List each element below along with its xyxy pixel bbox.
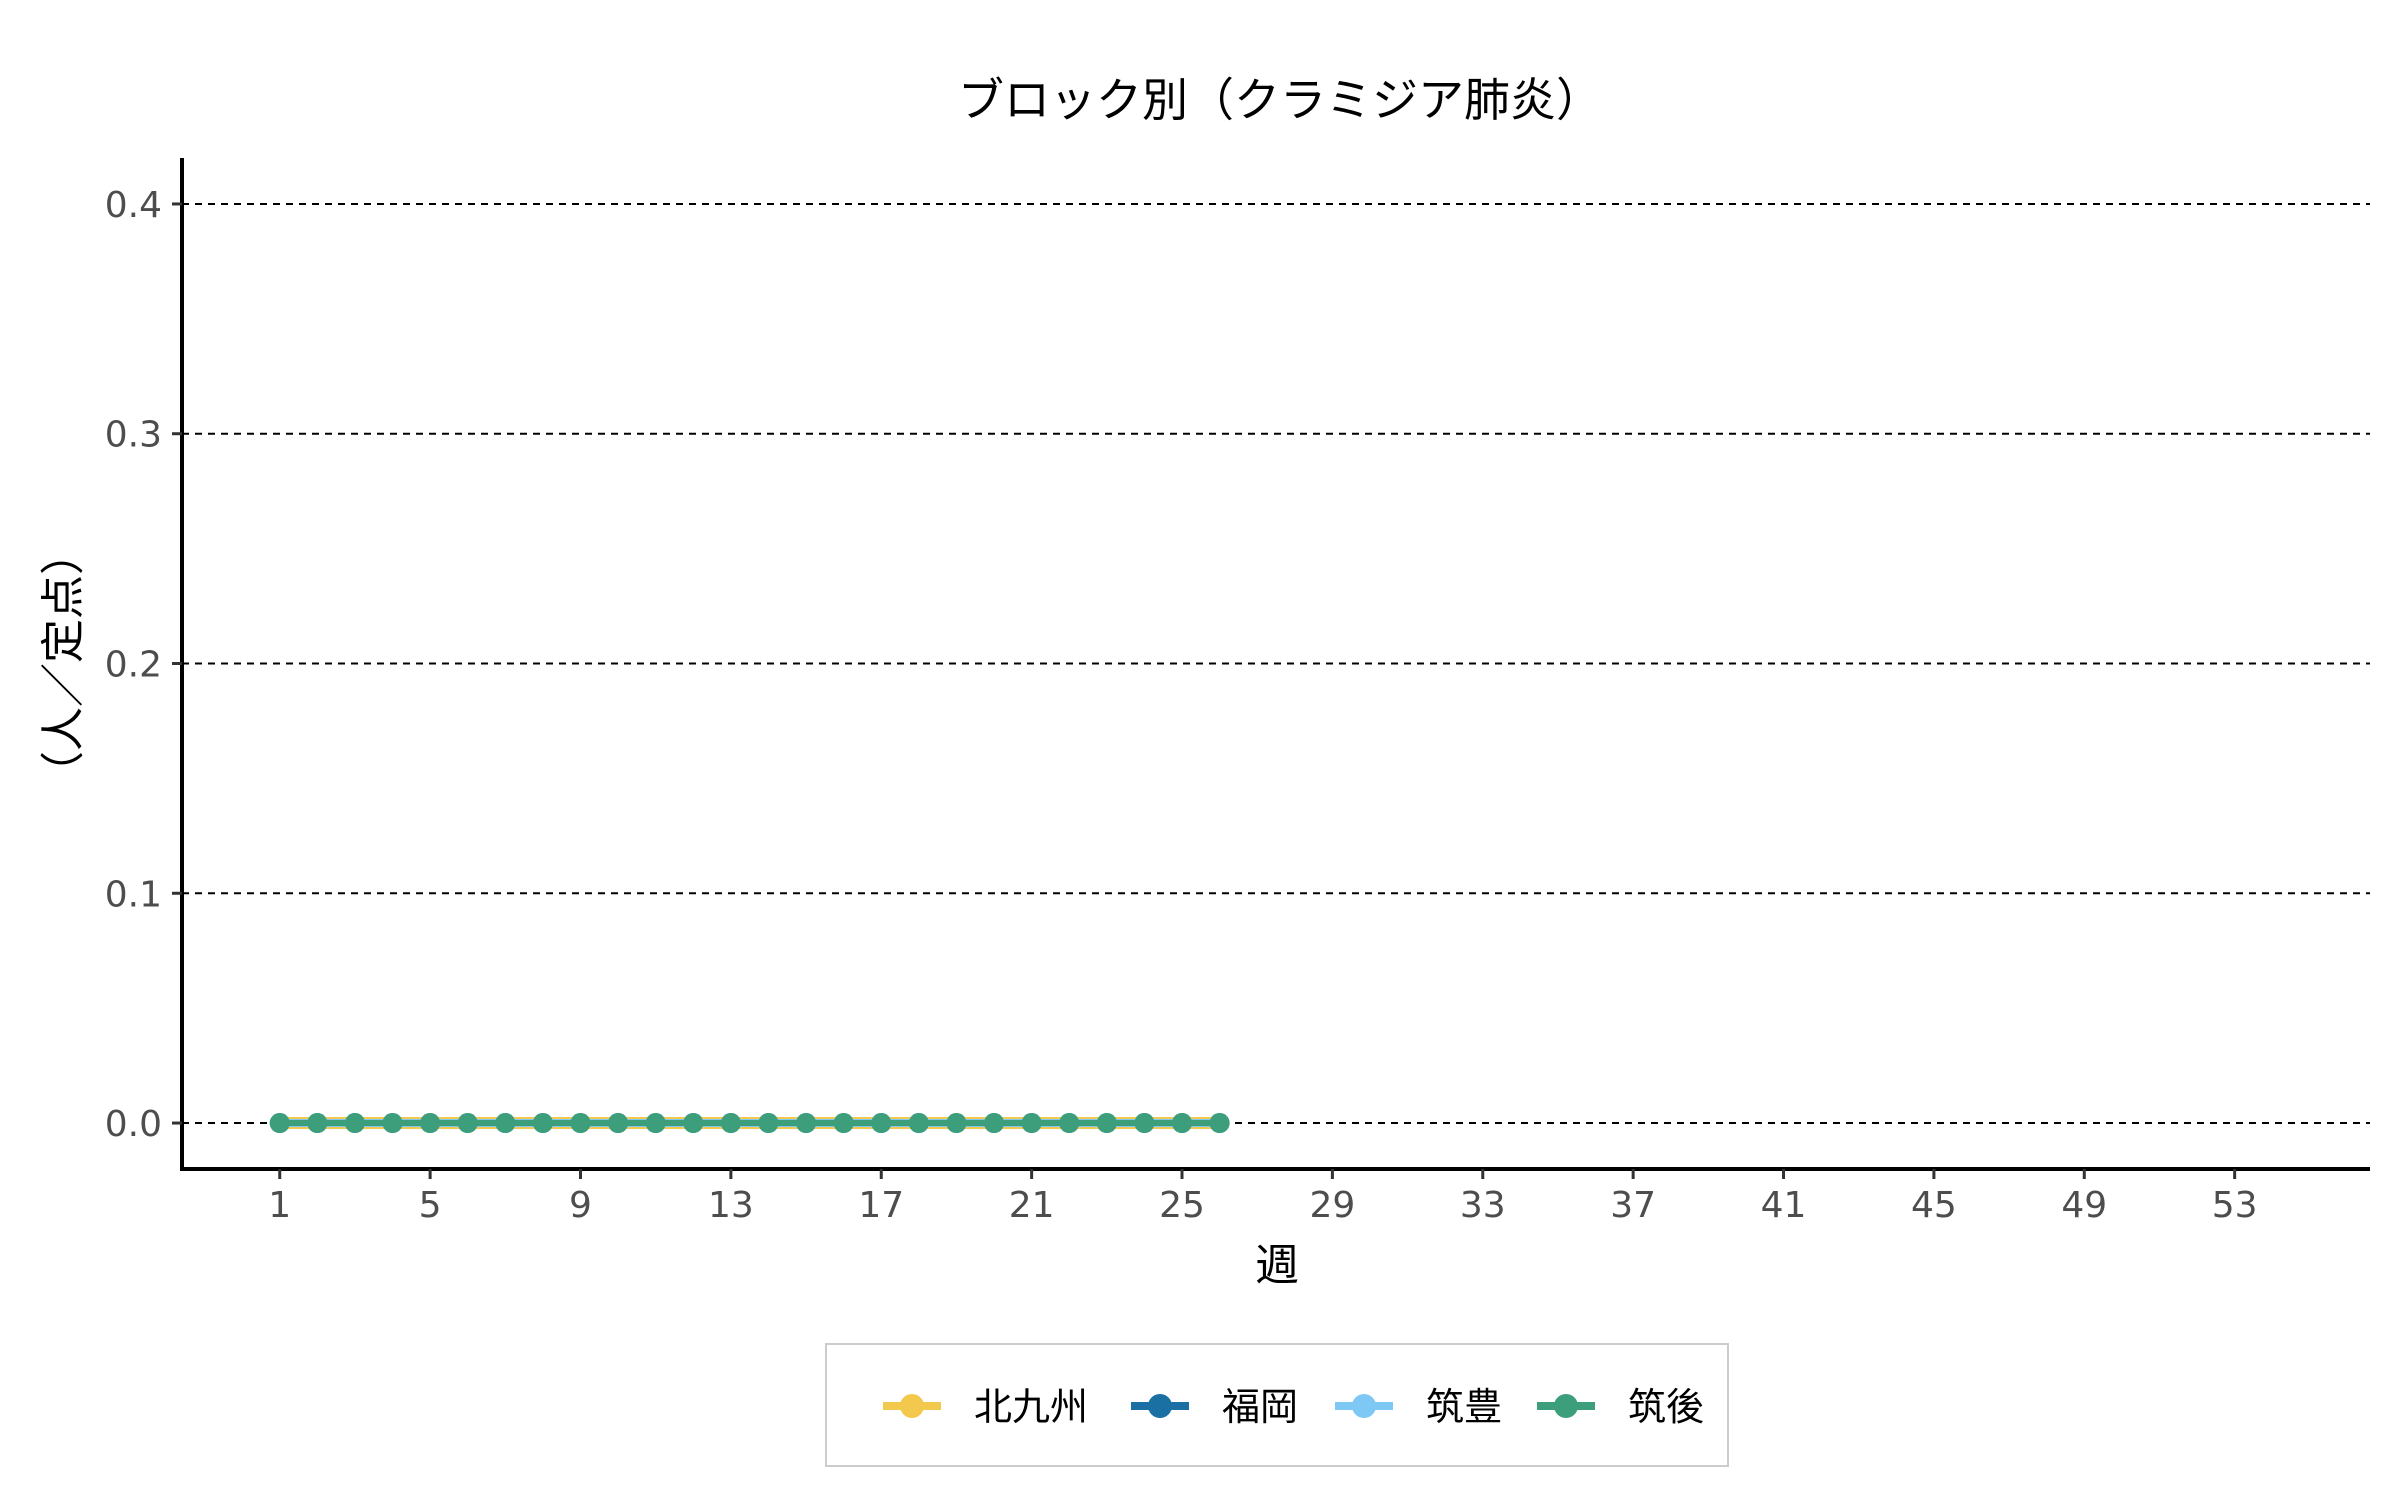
data-point — [570, 1113, 591, 1134]
x-tick-label: 9 — [569, 1185, 592, 1226]
grid-lines — [182, 202, 2370, 1125]
x-tick-label: 21 — [1009, 1185, 1055, 1226]
legend-swatch-point — [1148, 1394, 1172, 1418]
legend-item: 福岡 — [1131, 1385, 1298, 1429]
legend: 北九州 福岡 筑豊 筑後 — [883, 1385, 1704, 1429]
data-point — [344, 1113, 365, 1134]
legend-swatch-point — [1352, 1394, 1376, 1418]
x-tick-label: 1 — [268, 1185, 291, 1226]
y-tick-label: 0.3 — [105, 415, 162, 456]
legend-label: 筑後 — [1628, 1385, 1704, 1429]
data-point — [683, 1113, 704, 1134]
data-point — [720, 1113, 741, 1134]
data-point — [984, 1113, 1005, 1134]
data-point — [871, 1113, 892, 1134]
x-tick-label: 33 — [1460, 1185, 1506, 1226]
x-tick-label: 25 — [1159, 1185, 1205, 1226]
data-point — [1021, 1113, 1042, 1134]
data-point — [833, 1113, 854, 1134]
y-tick-label: 0.0 — [105, 1104, 162, 1145]
data-point — [946, 1113, 967, 1134]
y-tick-label: 0.4 — [105, 185, 162, 226]
data-point — [1096, 1113, 1117, 1134]
chart-title: ブロック別（クラミジア肺炎） — [958, 73, 1602, 127]
x-tick-label: 45 — [1911, 1185, 1957, 1226]
data-point — [1134, 1113, 1155, 1134]
x-axis-title: 週 — [1255, 1240, 1299, 1291]
y-tick-label: 0.2 — [105, 645, 162, 686]
data-point — [457, 1113, 478, 1134]
series-layer — [269, 1113, 1230, 1134]
data-point — [1209, 1113, 1230, 1134]
data-point — [269, 1113, 290, 1134]
x-tick-label: 13 — [708, 1185, 754, 1226]
x-tick-label: 53 — [2212, 1185, 2258, 1226]
data-point — [307, 1113, 328, 1134]
data-point — [796, 1113, 817, 1134]
data-point — [532, 1113, 553, 1134]
legend-item: 北九州 — [883, 1385, 1088, 1429]
data-point — [495, 1113, 516, 1134]
data-point — [1059, 1113, 1080, 1134]
x-tick-label: 41 — [1761, 1185, 1807, 1226]
legend-label: 北九州 — [974, 1385, 1088, 1429]
legend-swatch-point — [900, 1394, 924, 1418]
x-tick-label: 5 — [419, 1185, 442, 1226]
legend-label: 福岡 — [1222, 1385, 1298, 1429]
x-tick-label: 49 — [2061, 1185, 2107, 1226]
data-point — [382, 1113, 403, 1134]
series-4 — [269, 1113, 1230, 1134]
x-tick-label: 29 — [1309, 1185, 1355, 1226]
legend-swatch-point — [1554, 1394, 1578, 1418]
y-tick-label: 0.1 — [105, 874, 162, 915]
data-point — [908, 1113, 929, 1134]
x-ticks: 1 5 9 13 17 21 25 29 33 37 41 45 49 53 — [268, 1169, 2258, 1226]
legend-label: 筑豊 — [1426, 1385, 1502, 1429]
y-axis-title: （人／定点） — [38, 531, 89, 795]
data-point — [645, 1113, 666, 1134]
data-point — [1172, 1113, 1193, 1134]
legend-item: 筑豊 — [1335, 1385, 1502, 1429]
data-point — [758, 1113, 779, 1134]
x-tick-label: 17 — [858, 1185, 904, 1226]
data-point — [420, 1113, 441, 1134]
x-tick-label: 37 — [1610, 1185, 1656, 1226]
data-point — [608, 1113, 629, 1134]
y-ticks: 0.0 0.1 0.2 0.3 0.4 — [105, 185, 182, 1145]
legend-item: 筑後 — [1537, 1385, 1704, 1429]
